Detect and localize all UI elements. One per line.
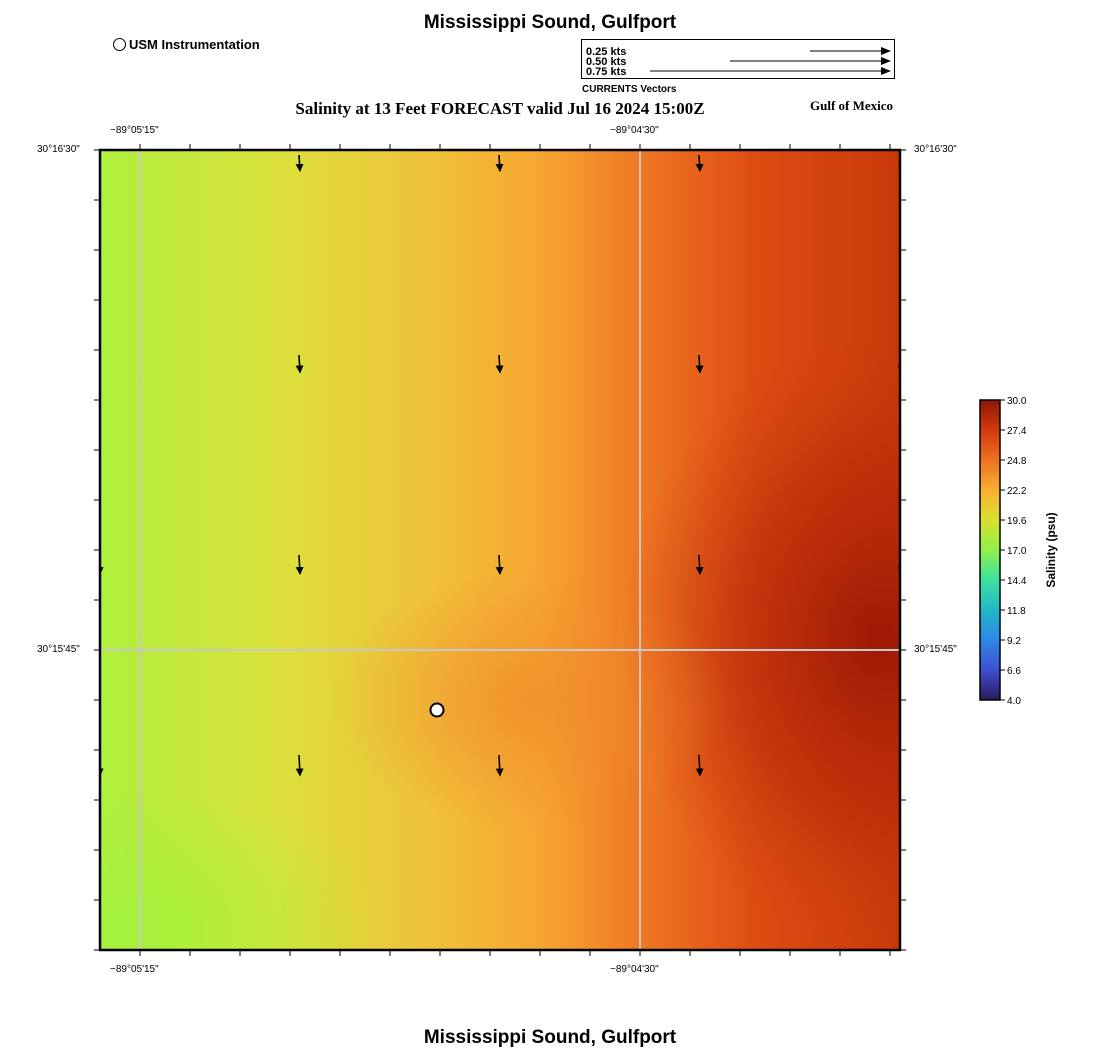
- lon-tick-bottom-1: −89°05'15": [110, 964, 159, 975]
- current-vector-arrow: [295, 154, 304, 172]
- lon-tick-bottom-2: −89°04'30": [610, 964, 659, 975]
- lat-tick-left-1: 30°16'30": [37, 144, 80, 155]
- current-vector-arrow: [495, 154, 504, 172]
- current-vector-arrow: [495, 554, 504, 575]
- colorbar-tick-label: 27.4: [1007, 426, 1027, 437]
- map-title: Mississippi Sound, Gulfport: [423, 12, 677, 33]
- station-marker-icon: [113, 38, 126, 51]
- current-vector-arrow: [695, 354, 704, 374]
- lat-tick-right-1: 30°16'30": [914, 144, 957, 155]
- current-vector-arrow: [695, 554, 704, 575]
- lon-tick-top-2: −89°04'30": [610, 125, 659, 136]
- colorbar-tick-label: 14.4: [1007, 576, 1027, 587]
- map-subtitle: Salinity at 13 Feet FORECAST valid Jul 1…: [295, 99, 705, 118]
- colorbar-tick-label: 9.2: [1007, 636, 1021, 647]
- colorbar-tick-label: 24.8: [1007, 456, 1027, 467]
- colorbar-tick-label: 30.0: [1007, 396, 1027, 407]
- colorbar-label: Salinity (psu): [1044, 512, 1058, 587]
- region-label: Gulf of Mexico: [810, 98, 894, 113]
- current-vector-arrow: [295, 754, 304, 777]
- vector-legend-caption: CURRENTS Vectors: [582, 84, 677, 95]
- current-vector-arrow: [695, 154, 704, 172]
- current-vector-arrow: [495, 754, 504, 777]
- colorbar-tick-label: 19.6: [1007, 516, 1027, 527]
- vector-legend-label: 0.25 kts: [586, 46, 626, 58]
- current-vector-arrow: [695, 754, 704, 777]
- colorbar-tick-label: 6.6: [1007, 666, 1021, 677]
- footer-title: Mississippi Sound, Gulfport: [423, 1027, 677, 1048]
- current-vectors: [100, 154, 900, 777]
- graticule: [100, 150, 900, 950]
- colorbar-tick-label: 22.2: [1007, 486, 1027, 497]
- instrument-legend-label: USM Instrumentation: [129, 37, 260, 52]
- colorbar-ramp: [979, 399, 1001, 701]
- lat-tick-left-2: 30°15'45": [37, 644, 80, 655]
- lat-tick-right-2: 30°15'45": [914, 644, 957, 655]
- vector-legend-label: 0.75 kts: [586, 66, 626, 78]
- salinity-field: [100, 150, 900, 950]
- current-vector-arrow: [295, 354, 304, 374]
- current-vector-arrow: [495, 354, 504, 374]
- frame-ticks: [94, 144, 906, 956]
- colorbar-tick-label: 17.0: [1007, 546, 1027, 557]
- instrument-legend: USM Instrumentation: [113, 37, 260, 52]
- colorbar: 30.0 27.4 24.8 22.2 19.6 17.0 14.4 11.8 9.2 6.6 4.…: [979, 396, 1058, 707]
- lon-tick-top-1: −89°05'15": [110, 125, 159, 136]
- usm-station-marker[interactable]: [429, 702, 445, 718]
- colorbar-tick-label: 4.0: [1007, 696, 1021, 707]
- current-vector-arrow: [295, 554, 304, 575]
- vector-legend-label: 0.50 kts: [586, 56, 626, 68]
- colorbar-tick-label: 11.8: [1007, 606, 1026, 617]
- vector-legend: 0.25 kts 0.50 kts 0.75 kts: [581, 39, 895, 79]
